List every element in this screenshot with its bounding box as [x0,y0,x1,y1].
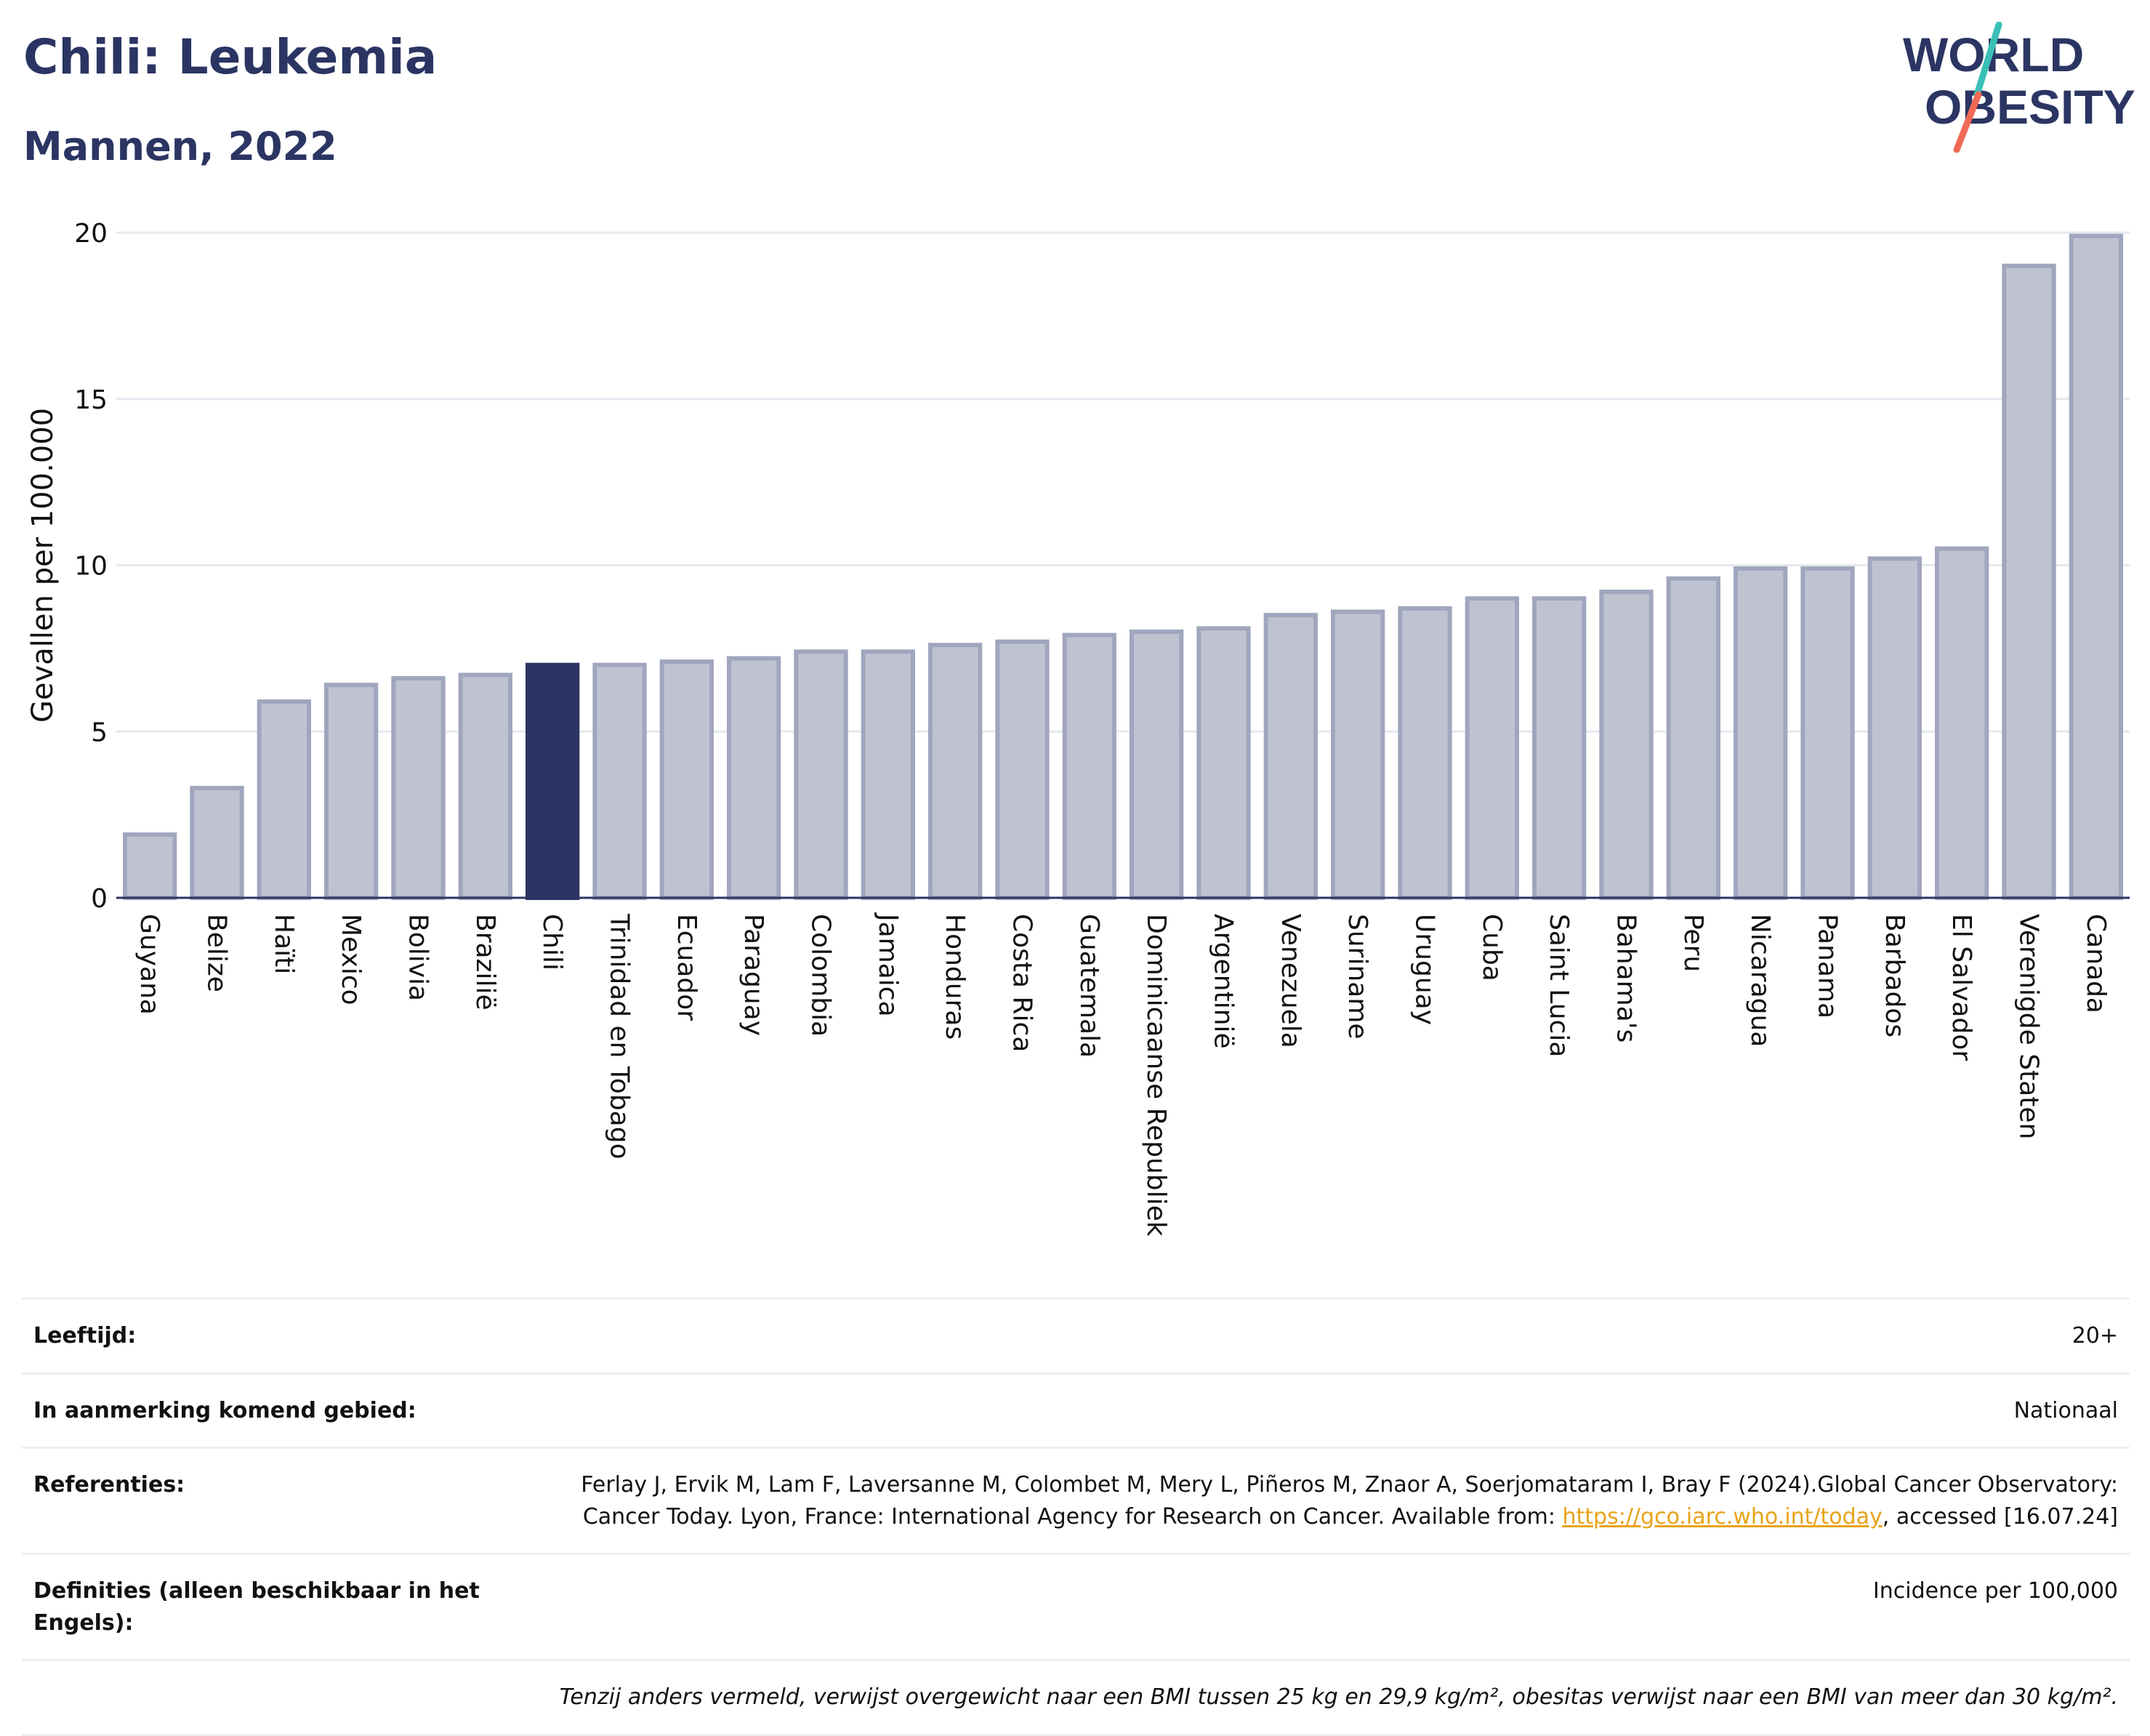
x-tick-label: Belize [202,914,232,992]
x-tick-label: Ecuador [672,914,701,1021]
bar [1935,546,1989,900]
chart-title: Chili: Leukemia [23,29,438,85]
logo-slash-teal [1973,22,2002,98]
bar [190,786,244,901]
bar [1130,630,1184,900]
bar [794,649,848,900]
bar [1263,613,1318,900]
meta-row-area: In aanmerking komend gebied: Nationaal [22,1372,2130,1447]
bar [1331,609,1385,900]
age-label: Leeftijd: [33,1323,137,1349]
x-tick-label: Jamaica [873,912,903,1017]
x-tick-label: Chili [537,914,567,971]
references-value: Ferlay J, Ervik M, Lam F, Laversanne M, … [555,1469,2118,1532]
bar [1196,626,1251,900]
bar [458,672,512,900]
x-tick-label: Bahama's [1611,914,1641,1042]
references-text: Ferlay J, Ervik M, Lam F, Laversanne M, … [581,1472,2118,1530]
bar [1734,566,1788,900]
x-tick-label: Peru [1678,914,1708,972]
x-tick-label: Cuba [1477,914,1507,981]
bar [928,643,983,900]
x-tick-label: Barbados [1880,914,1909,1037]
meta-row-references: Referenties: Ferlay J, Ervik M, Lam F, L… [22,1447,2130,1553]
x-tick-label: Paraguay [738,914,768,1036]
x-tick-label: Argentinië [1209,914,1239,1049]
y-tick-label: 5 [91,718,108,747]
x-tick-label: Saint Lucia [1544,914,1574,1057]
bar [2069,233,2123,900]
area-value: Nationaal [2013,1397,2118,1423]
age-value: 20+ [2072,1323,2118,1349]
definitions-value: Incidence per 100,000 [1872,1578,2118,1604]
x-tick-label: Dominicaanse Republiek [1141,914,1171,1237]
x-tick-label: Canada [2081,914,2111,1013]
y-tick-label: 10 [74,552,108,582]
x-tick-label: Nicaragua [1745,914,1775,1047]
bar [526,662,580,900]
bar [2002,263,2056,900]
bar [1800,566,1855,900]
y-tick-label: 0 [91,884,108,914]
x-tick-label: Mexico [336,914,366,1005]
meta-row-definitions: Definities (alleen beschikbaar in het En… [22,1553,2130,1659]
footnote: Tenzij anders vermeld, verwijst overgewi… [559,1684,2118,1710]
metadata-table: Leeftijd: 20+ In aanmerking komend gebie… [22,1298,2130,1736]
x-tick-label: Honduras [940,914,970,1040]
area-label: In aanmerking komend gebied: [33,1397,416,1423]
meta-row-age: Leeftijd: 20+ [22,1298,2130,1373]
x-tick-label: Brazilië [470,914,500,1010]
bar [1599,590,1654,900]
bar-chart: 0 5 10 15 20 Gevallen per 100.000 Guyana Belize… [26,219,2130,1237]
bar [1398,606,1452,900]
logo-slash-coral [1953,91,1982,153]
x-tick-label: Panama [1813,914,1843,1018]
bar [1532,596,1587,900]
x-tick-label: Guyana [134,914,164,1015]
bar [123,832,177,901]
references-link[interactable]: https://gco.iarc.who.int/today [1562,1503,1883,1530]
x-tick-label: Uruguay [1410,914,1440,1025]
x-tick-label: Guatemala [1074,914,1104,1058]
x-tick-label: Haïti [269,914,299,974]
chart-subtitle: Mannen, 2022 [23,124,337,169]
x-tick-label: Verenigde Staten [2014,914,2044,1139]
x-tick-label: Venezuela [1276,914,1305,1048]
bar [592,662,647,900]
bar [1666,576,1720,900]
definitions-label: Definities (alleen beschikbaar in het En… [33,1578,480,1636]
meta-row-note: Tenzij anders vermeld, verwijst overgewi… [22,1659,2130,1736]
y-axis-label: Gevallen per 100.000 [26,408,60,723]
bar [659,659,714,900]
bar [861,649,915,900]
bar [1867,556,1922,900]
x-tick-label: Bolivia [403,914,433,1001]
logo-text-obesity: OBESITY [1925,80,2135,134]
x-tick-label: El Salvador [1946,914,1976,1061]
bar [727,656,781,900]
x-tick-label: Trinidad en Tobago [605,913,635,1160]
bar [995,639,1050,900]
bar [1062,632,1116,900]
y-tick-label: 15 [74,385,108,415]
bar [324,683,379,900]
x-tick-label: Suriname [1342,914,1372,1040]
x-tick-label: Costa Rica [1007,914,1037,1052]
references-label: Referenties: [33,1472,185,1498]
x-tick-label: Colombia [806,914,836,1037]
y-tick-label: 20 [74,219,108,249]
bar [1465,596,1519,900]
references-tail: , accessed [16.07.24] [1882,1503,2118,1530]
bar [391,676,446,900]
world-obesity-logo: WORLD OBESITY [1903,22,2135,153]
bar [257,699,311,900]
